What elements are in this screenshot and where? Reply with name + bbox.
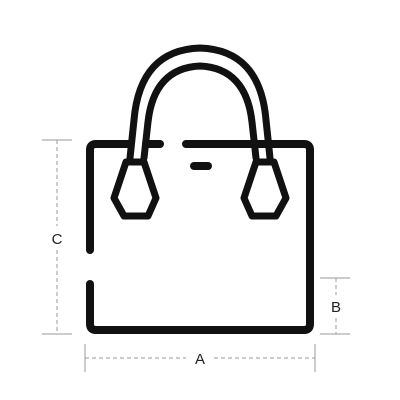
right-strap-clip [240, 158, 290, 220]
strap-clips [110, 158, 290, 220]
handle-outer-arc [126, 44, 274, 162]
dimension-c-label: C [52, 231, 63, 248]
dimension-c [42, 139, 72, 335]
dimension-a-label: A [195, 351, 205, 368]
bag-body-outline [86, 140, 132, 254]
dimension-a [84, 344, 316, 372]
dimension-b [320, 277, 350, 335]
bag-body-top-right [86, 140, 314, 334]
handle-inner-arc [140, 62, 260, 162]
dimension-b-label: B [331, 299, 341, 316]
left-strap-clip [110, 158, 160, 220]
bag-handle [126, 44, 274, 162]
